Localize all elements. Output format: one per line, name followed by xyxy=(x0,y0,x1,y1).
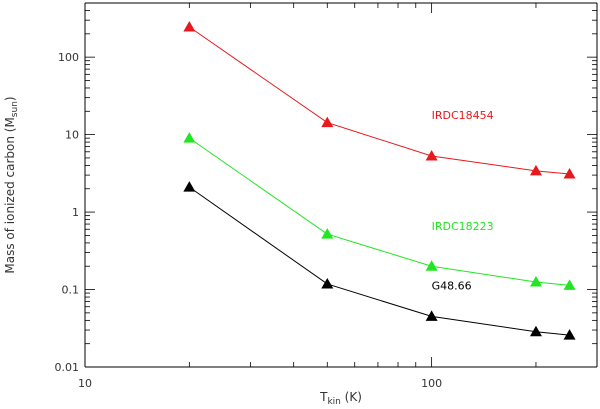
data-point-triangle xyxy=(183,181,196,192)
data-point-triangle xyxy=(425,260,438,271)
y-tick-label: 0.1 xyxy=(62,284,80,297)
series-line xyxy=(189,26,570,175)
data-point-triangle xyxy=(563,329,576,340)
data-point-triangle xyxy=(563,279,576,290)
y-tick-label: 0.01 xyxy=(55,361,80,374)
y-tick-label: 1 xyxy=(72,206,79,219)
y-axis-title-close: ) xyxy=(3,96,17,101)
series-layer xyxy=(183,20,576,340)
y-axis-title-sub: sun xyxy=(10,101,20,117)
data-point-triangle xyxy=(529,276,542,287)
series-g48-66 xyxy=(183,181,576,340)
data-point-triangle xyxy=(321,116,334,128)
series-label: G48.66 xyxy=(432,280,472,293)
y-axis-title: Mass of ionized carbon (Msun) xyxy=(3,96,20,273)
series-irdc18223 xyxy=(183,132,576,290)
data-point-triangle xyxy=(321,277,334,289)
tick-labels: 10 100 0.01 0.1 1 10 100 xyxy=(55,51,443,390)
y-tick-label: 100 xyxy=(58,51,79,64)
series-irdc18454 xyxy=(183,20,576,179)
y-tick-label: 10 xyxy=(65,129,79,142)
x-tick-label: 100 xyxy=(421,377,442,390)
series-line xyxy=(189,186,570,336)
x-axis-title-main: T xyxy=(319,390,328,404)
data-point-triangle xyxy=(321,228,334,239)
series-label: IRDC18454 xyxy=(432,109,494,122)
data-point-triangle xyxy=(563,168,576,179)
data-point-triangle xyxy=(529,325,542,337)
x-tick-label: 10 xyxy=(78,377,92,390)
x-axis-title-sub: kin xyxy=(327,397,340,407)
plot-frame xyxy=(84,2,598,368)
x-axis-title: Tkin (K) xyxy=(319,390,362,407)
y-axis-title-main: Mass of ionized carbon (M xyxy=(3,117,17,273)
data-point-triangle xyxy=(425,149,438,161)
ticks-layer xyxy=(84,2,598,368)
series-line xyxy=(189,137,570,286)
data-point-triangle xyxy=(529,164,542,176)
data-point-triangle xyxy=(183,20,196,32)
data-point-triangle xyxy=(425,310,438,321)
x-axis-title-unit: (K) xyxy=(341,390,362,404)
series-label: IRDC18223 xyxy=(432,220,494,233)
data-point-triangle xyxy=(183,132,196,143)
series-labels: IRDC18454 IRDC18223 G48.66 xyxy=(432,109,494,293)
